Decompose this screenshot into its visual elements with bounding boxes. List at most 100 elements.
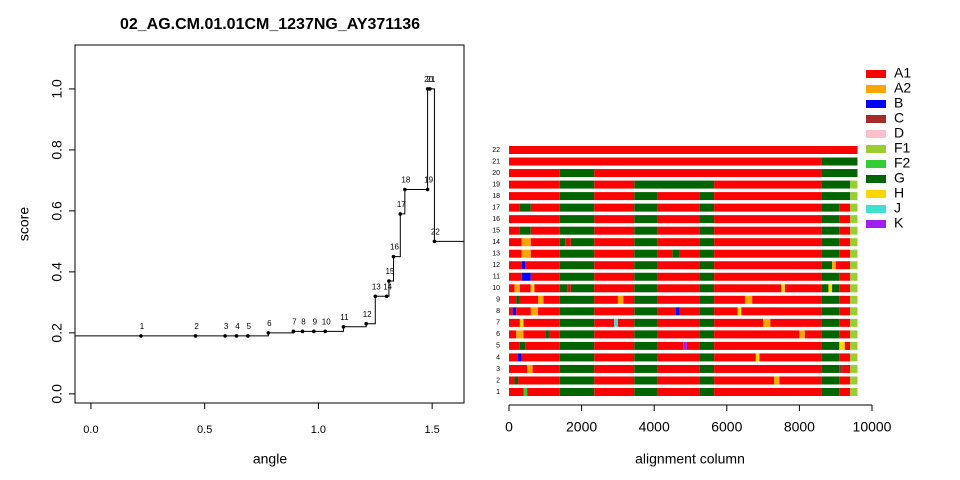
segment — [559, 169, 595, 178]
segment — [763, 318, 771, 327]
segment — [839, 330, 851, 339]
segment — [821, 249, 840, 258]
legend-label: J — [894, 200, 901, 216]
segment — [832, 284, 840, 293]
plot-box — [74, 44, 465, 404]
segment — [559, 249, 595, 258]
point-label: 14 — [383, 282, 392, 291]
segment — [799, 330, 805, 339]
segment — [559, 226, 595, 235]
y-tick-label: 0.2 — [49, 323, 65, 343]
segment — [634, 238, 658, 247]
point — [403, 187, 407, 192]
segment — [543, 295, 560, 304]
row-label: 6 — [496, 331, 500, 338]
segment — [634, 295, 658, 304]
point — [341, 324, 346, 329]
segment — [804, 330, 822, 339]
segment — [850, 388, 858, 396]
segment — [821, 330, 840, 339]
legend-swatch — [866, 175, 886, 183]
point — [139, 334, 143, 338]
segment — [850, 307, 858, 316]
segment — [521, 249, 531, 258]
y-tick-label: 0.8 — [49, 140, 65, 160]
segment — [821, 226, 840, 235]
y-tick-label: 0.4 — [49, 262, 65, 282]
segment — [850, 180, 858, 189]
segment — [538, 295, 544, 304]
segment — [821, 238, 840, 247]
segment — [714, 215, 822, 224]
segment — [850, 330, 858, 339]
legend-swatch — [866, 190, 886, 198]
point — [391, 254, 396, 259]
row-label: 18 — [492, 193, 500, 200]
segment — [850, 203, 858, 212]
row-label: 15 — [492, 228, 500, 235]
point — [246, 334, 250, 338]
segment — [509, 376, 515, 385]
row-label: 21 — [492, 158, 500, 165]
row-label: 4 — [496, 354, 500, 361]
x-tick-label: 4000 — [639, 419, 670, 435]
segment — [559, 261, 595, 270]
point — [266, 331, 271, 335]
segment — [850, 215, 858, 224]
segment — [821, 318, 840, 327]
segment — [521, 272, 531, 281]
legend-label: A1 — [894, 65, 911, 81]
segment — [821, 388, 840, 396]
segment — [850, 341, 858, 350]
segment — [657, 284, 700, 293]
segment — [509, 192, 560, 201]
segment — [521, 353, 560, 362]
segment — [850, 295, 858, 304]
segment — [559, 272, 595, 281]
segment — [634, 192, 658, 201]
row-label: 13 — [492, 251, 500, 258]
segment — [516, 330, 524, 339]
segment — [509, 146, 858, 154]
segment — [509, 284, 515, 293]
segment — [559, 192, 595, 201]
point-label: 11 — [340, 313, 349, 322]
row-label: 7 — [496, 320, 500, 327]
point — [300, 329, 305, 334]
segment — [850, 376, 858, 385]
segment — [699, 295, 715, 304]
point — [323, 329, 328, 334]
segment — [530, 238, 560, 247]
segment — [559, 215, 595, 224]
segment — [617, 295, 624, 304]
point — [223, 334, 227, 338]
segment — [527, 388, 560, 396]
segment — [594, 341, 635, 350]
segment — [509, 364, 528, 373]
segment — [509, 180, 560, 189]
segment — [850, 249, 858, 258]
segment — [714, 318, 764, 327]
segment — [523, 318, 560, 327]
segment — [842, 364, 851, 373]
segment — [784, 284, 822, 293]
segment — [559, 330, 595, 339]
segment — [699, 249, 715, 258]
segment — [594, 169, 822, 178]
segment — [514, 376, 519, 385]
legend-label: K — [894, 215, 904, 231]
segment — [821, 215, 840, 224]
segment — [530, 284, 535, 293]
x-tick-label: 2000 — [566, 419, 597, 435]
segment — [519, 226, 531, 235]
segment — [839, 388, 851, 396]
legend-label: F1 — [894, 140, 911, 156]
segment — [634, 330, 658, 339]
segment — [657, 226, 700, 235]
segment — [518, 353, 522, 362]
x-tick-label: 0.5 — [197, 424, 212, 436]
segment — [714, 388, 822, 396]
segment — [657, 388, 700, 396]
segment — [699, 330, 715, 339]
point — [384, 294, 389, 299]
